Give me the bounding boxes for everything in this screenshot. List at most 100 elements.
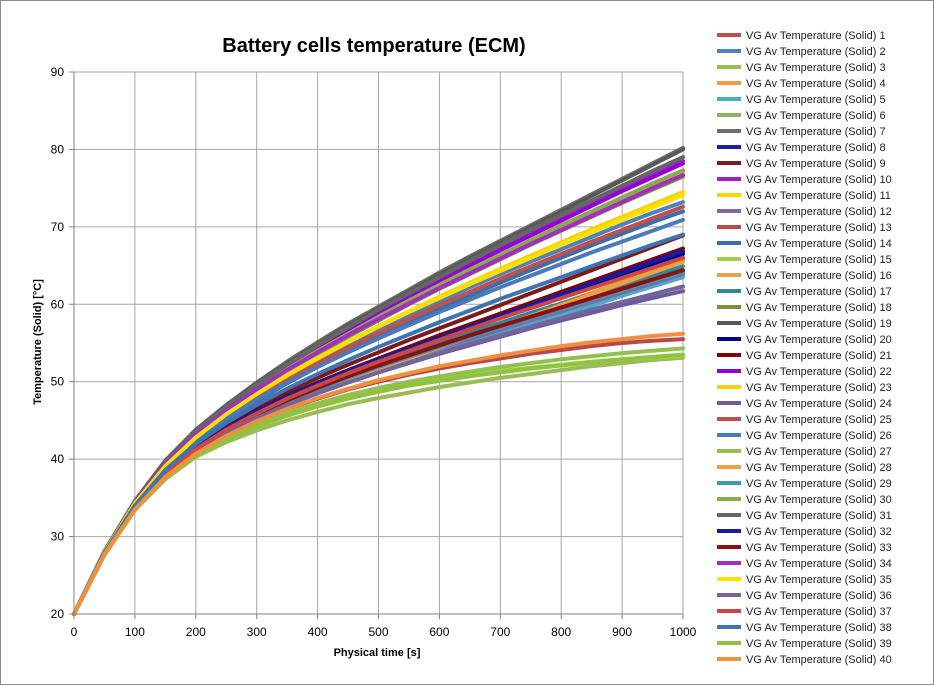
legend: VG Av Temperature (Solid) 1 VG Av Tempera… bbox=[717, 30, 892, 666]
x-tick-label: 300 bbox=[247, 625, 267, 639]
legend-item: VG Av Temperature (Solid) 7 bbox=[717, 126, 886, 138]
legend-label: VG Av Temperature (Solid) 17 bbox=[746, 286, 892, 298]
legend-label: VG Av Temperature (Solid) 28 bbox=[746, 462, 892, 474]
legend-label: VG Av Temperature (Solid) 18 bbox=[746, 302, 892, 314]
legend-label: VG Av Temperature (Solid) 8 bbox=[746, 142, 886, 154]
y-tick-label: 50 bbox=[51, 375, 65, 389]
legend-label: VG Av Temperature (Solid) 37 bbox=[746, 606, 892, 618]
legend-item: VG Av Temperature (Solid) 1 bbox=[717, 30, 886, 42]
legend-item: VG Av Temperature (Solid) 34 bbox=[717, 558, 892, 570]
legend-item: VG Av Temperature (Solid) 18 bbox=[717, 302, 892, 314]
legend-item: VG Av Temperature (Solid) 22 bbox=[717, 366, 892, 378]
legend-label: VG Av Temperature (Solid) 32 bbox=[746, 526, 892, 538]
legend-label: VG Av Temperature (Solid) 36 bbox=[746, 590, 892, 602]
legend-item: VG Av Temperature (Solid) 29 bbox=[717, 478, 892, 490]
series-line-38 bbox=[72, 232, 685, 616]
legend-item: VG Av Temperature (Solid) 20 bbox=[717, 334, 892, 346]
legend-label: VG Av Temperature (Solid) 26 bbox=[746, 430, 892, 442]
legend-item: VG Av Temperature (Solid) 23 bbox=[717, 382, 892, 394]
x-tick-label: 100 bbox=[125, 625, 145, 639]
legend-item: VG Av Temperature (Solid) 30 bbox=[717, 494, 892, 506]
legend-item: VG Av Temperature (Solid) 26 bbox=[717, 430, 892, 442]
legend-item: VG Av Temperature (Solid) 3 bbox=[717, 62, 886, 74]
legend-label: VG Av Temperature (Solid) 10 bbox=[746, 174, 892, 186]
legend-label: VG Av Temperature (Solid) 35 bbox=[746, 574, 892, 586]
legend-item: VG Av Temperature (Solid) 37 bbox=[717, 606, 892, 618]
x-tick-label: 800 bbox=[551, 625, 571, 639]
legend-label: VG Av Temperature (Solid) 31 bbox=[746, 510, 892, 522]
x-tick-label: 1000 bbox=[670, 625, 697, 639]
legend-label: VG Av Temperature (Solid) 2 bbox=[746, 46, 886, 58]
legend-item: VG Av Temperature (Solid) 21 bbox=[717, 350, 892, 362]
legend-label: VG Av Temperature (Solid) 29 bbox=[746, 478, 892, 490]
axes: 0 100 200 300 400 500 600 700 800 900 1000 20 30 40 50… bbox=[51, 65, 697, 639]
legend-label: VG Av Temperature (Solid) 21 bbox=[746, 350, 892, 362]
y-tick-label: 20 bbox=[51, 607, 65, 621]
legend-item: VG Av Temperature (Solid) 6 bbox=[717, 110, 886, 122]
series-line-35 bbox=[72, 193, 685, 616]
legend-label: VG Av Temperature (Solid) 34 bbox=[746, 558, 892, 570]
legend-label: VG Av Temperature (Solid) 11 bbox=[746, 190, 891, 202]
x-tick-label: 900 bbox=[612, 625, 632, 639]
legend-label: VG Av Temperature (Solid) 40 bbox=[746, 654, 892, 666]
y-tick-label: 30 bbox=[51, 530, 65, 544]
legend-label: VG Av Temperature (Solid) 16 bbox=[746, 270, 892, 282]
legend-item: VG Av Temperature (Solid) 36 bbox=[717, 590, 892, 602]
legend-item: VG Av Temperature (Solid) 4 bbox=[717, 78, 886, 90]
legend-item: VG Av Temperature (Solid) 8 bbox=[717, 142, 886, 154]
legend-item: VG Av Temperature (Solid) 19 bbox=[717, 318, 892, 330]
legend-label: VG Av Temperature (Solid) 25 bbox=[746, 414, 892, 426]
x-tick-label: 600 bbox=[429, 625, 449, 639]
legend-item: VG Av Temperature (Solid) 25 bbox=[717, 414, 892, 426]
legend-label: VG Av Temperature (Solid) 24 bbox=[746, 398, 892, 410]
legend-label: VG Av Temperature (Solid) 23 bbox=[746, 382, 892, 394]
legend-label: VG Av Temperature (Solid) 27 bbox=[746, 446, 892, 458]
x-tick-label: 700 bbox=[490, 625, 510, 639]
legend-label: VG Av Temperature (Solid) 13 bbox=[746, 222, 892, 234]
legend-label: VG Av Temperature (Solid) 15 bbox=[746, 254, 892, 266]
legend-label: VG Av Temperature (Solid) 3 bbox=[746, 62, 886, 74]
legend-label: VG Av Temperature (Solid) 22 bbox=[746, 366, 892, 378]
x-tick-label: 500 bbox=[368, 625, 388, 639]
legend-item: VG Av Temperature (Solid) 38 bbox=[717, 622, 892, 634]
legend-label: VG Av Temperature (Solid) 6 bbox=[746, 110, 886, 122]
legend-label: VG Av Temperature (Solid) 19 bbox=[746, 318, 892, 330]
legend-item: VG Av Temperature (Solid) 40 bbox=[717, 654, 892, 666]
legend-label: VG Av Temperature (Solid) 7 bbox=[746, 126, 886, 138]
legend-label: VG Av Temperature (Solid) 38 bbox=[746, 622, 892, 634]
x-tick-label: 0 bbox=[71, 625, 78, 639]
legend-item: VG Av Temperature (Solid) 32 bbox=[717, 526, 892, 538]
legend-item: VG Av Temperature (Solid) 2 bbox=[717, 46, 886, 58]
legend-item: VG Av Temperature (Solid) 33 bbox=[717, 542, 892, 554]
y-tick-label: 40 bbox=[51, 452, 65, 466]
legend-item: VG Av Temperature (Solid) 12 bbox=[717, 206, 892, 218]
legend-item: VG Av Temperature (Solid) 39 bbox=[717, 638, 892, 650]
series-line-37 bbox=[72, 255, 685, 616]
legend-label: VG Av Temperature (Solid) 1 bbox=[746, 30, 886, 42]
legend-item: VG Av Temperature (Solid) 14 bbox=[717, 238, 892, 250]
legend-label: VG Av Temperature (Solid) 5 bbox=[746, 94, 886, 106]
legend-item: VG Av Temperature (Solid) 10 bbox=[717, 174, 892, 186]
legend-item: VG Av Temperature (Solid) 9 bbox=[717, 158, 886, 170]
y-tick-label: 70 bbox=[51, 220, 65, 234]
series-line-40 bbox=[72, 331, 685, 616]
chart-title: Battery cells temperature (ECM) bbox=[222, 35, 525, 57]
legend-item: VG Av Temperature (Solid) 27 bbox=[717, 446, 892, 458]
legend-label: VG Av Temperature (Solid) 12 bbox=[746, 206, 892, 218]
legend-item: VG Av Temperature (Solid) 17 bbox=[717, 286, 892, 298]
legend-item: VG Av Temperature (Solid) 35 bbox=[717, 574, 892, 586]
legend-item: VG Av Temperature (Solid) 13 bbox=[717, 222, 892, 234]
y-tick-label: 60 bbox=[51, 297, 65, 311]
legend-item: VG Av Temperature (Solid) 5 bbox=[717, 94, 886, 106]
y-axis-title: Temperature (Solid) [°C] bbox=[32, 279, 44, 405]
legend-label: VG Av Temperature (Solid) 30 bbox=[746, 494, 892, 506]
legend-label: VG Av Temperature (Solid) 4 bbox=[746, 78, 886, 90]
y-tick-label: 80 bbox=[51, 142, 65, 156]
legend-label: VG Av Temperature (Solid) 39 bbox=[746, 638, 892, 650]
y-tick-label: 90 bbox=[51, 65, 65, 79]
legend-label: VG Av Temperature (Solid) 9 bbox=[746, 158, 886, 170]
legend-item: VG Av Temperature (Solid) 31 bbox=[717, 510, 892, 522]
x-axis-title: Physical time [s] bbox=[334, 647, 421, 659]
